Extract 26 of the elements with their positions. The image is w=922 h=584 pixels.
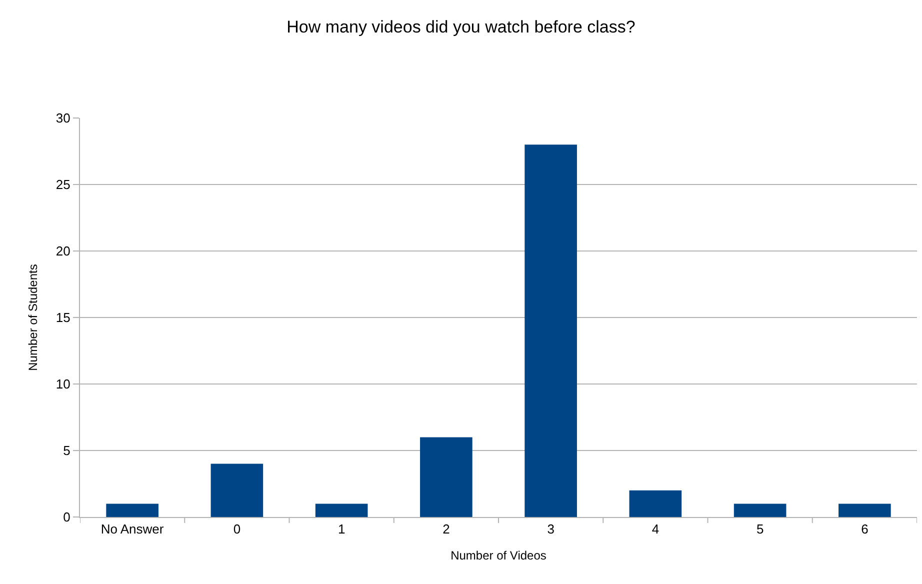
x-tick-label: 3 <box>547 522 554 537</box>
bar <box>210 464 264 517</box>
bar <box>420 437 472 517</box>
bar <box>838 504 891 517</box>
x-tick-label: 5 <box>756 522 764 537</box>
bar <box>734 504 786 517</box>
y-tick-label: 10 <box>56 376 70 392</box>
chart-title: How many videos did you watch before class? <box>286 17 636 36</box>
x-tick-label: 4 <box>652 522 660 537</box>
y-axis-title: Number of Students <box>26 264 40 371</box>
bar <box>629 490 682 517</box>
bar <box>106 504 158 517</box>
x-tick-label: 1 <box>338 522 346 537</box>
bar <box>524 144 577 517</box>
y-tick-label: 15 <box>56 310 70 326</box>
x-tick-label: 0 <box>233 522 241 537</box>
y-tick-label: 25 <box>56 177 70 192</box>
x-tick-label: No Answer <box>100 522 164 537</box>
y-tick-label: 5 <box>63 443 70 458</box>
x-tick-label: 2 <box>442 522 450 537</box>
x-axis-title: Number of Videos <box>450 548 546 562</box>
y-tick-label: 0 <box>63 510 70 525</box>
x-tick-label: 6 <box>861 522 868 537</box>
y-tick-label: 20 <box>56 244 70 259</box>
bar <box>315 504 368 517</box>
y-tick-label: 30 <box>56 110 70 126</box>
